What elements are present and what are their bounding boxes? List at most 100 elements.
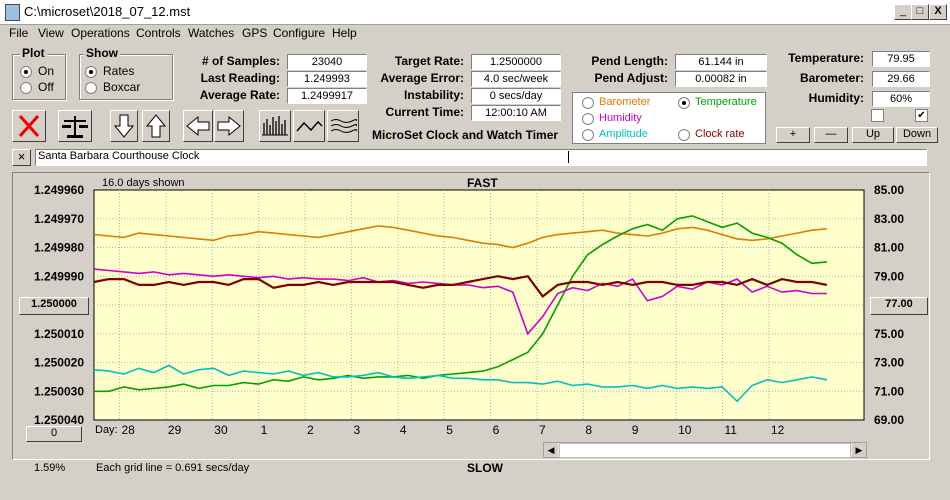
x-tick-label: 30: [214, 423, 228, 437]
series-line-amplitude: [93, 364, 828, 403]
horizontal-scrollbar[interactable]: ◀ ▶: [543, 442, 867, 458]
fast-label: FAST: [467, 176, 498, 190]
series-temperature-radio[interactable]: [678, 97, 690, 109]
x-tick-label: 7: [539, 423, 546, 437]
average-rate-label: Average Rate:: [199, 88, 280, 102]
show-rates-radio[interactable]: [85, 66, 97, 78]
checkbox-right[interactable]: ✔: [915, 109, 928, 122]
y-left-tick-label: 1.249970: [34, 212, 84, 226]
balance-button[interactable]: [58, 110, 92, 142]
plus-button[interactable]: +: [776, 127, 810, 143]
maximize-button[interactable]: □: [911, 4, 929, 20]
x-tick-label: 10: [678, 423, 692, 437]
wave-button[interactable]: [293, 110, 325, 142]
temperature-value: 79.95: [872, 51, 930, 67]
series-line-barometer: [93, 225, 827, 249]
average-error-label: Average Error:: [380, 71, 464, 85]
y-right-tick-label: 81.00: [874, 241, 904, 255]
series-barometer-label[interactable]: Barometer: [599, 96, 651, 108]
menu-gps[interactable]: GPS: [242, 26, 268, 40]
clear-clock-button[interactable]: ×: [12, 149, 31, 166]
menu-watches[interactable]: Watches: [188, 26, 235, 40]
arrow-up-button[interactable]: [142, 110, 170, 142]
average-rate-value: 1.2499917: [287, 88, 367, 104]
series-line-temperature: [94, 215, 827, 393]
x-tick-label: 5: [446, 423, 453, 437]
down-button[interactable]: Down: [896, 127, 938, 143]
humidity-label: Humidity:: [808, 91, 864, 105]
arrow-right-button[interactable]: [214, 110, 244, 142]
average-error-value: 4.0 sec/week: [471, 71, 561, 87]
red-x-icon: [18, 114, 40, 138]
arrow-down-button[interactable]: [110, 110, 138, 142]
pend-adjust-value: 0.00082 in: [675, 71, 767, 87]
series-temperature-label[interactable]: Temperature: [695, 96, 757, 108]
show-boxcar-label[interactable]: Boxcar: [103, 80, 141, 94]
samples-value: 23040: [287, 54, 367, 70]
wave-icon: [296, 120, 323, 132]
plot-on-label[interactable]: On: [38, 64, 55, 78]
series-clockrate-radio[interactable]: [678, 129, 690, 141]
y-right-tick-label: 69.00: [874, 413, 904, 427]
center-rate-button[interactable]: 1.250000: [19, 297, 89, 315]
series-amplitude-label[interactable]: Amplitude: [599, 128, 648, 140]
multi-wave-button[interactable]: [327, 110, 359, 142]
current-time-label: Current Time:: [385, 105, 464, 119]
percent-readout: 1.59%: [34, 462, 66, 474]
menu-help[interactable]: Help: [332, 26, 357, 40]
stop-button[interactable]: [12, 110, 46, 142]
x-tick-label: 9: [632, 423, 639, 437]
scroll-right-arrow[interactable]: ▶: [852, 443, 866, 457]
x-tick-label: 28: [122, 423, 136, 437]
scroll-thumb[interactable]: [559, 443, 851, 458]
series-humidity-radio[interactable]: [582, 113, 594, 125]
x-tick-label: 6: [493, 423, 500, 437]
grid-note: Each grid line = 0.691 secs/day: [96, 462, 250, 474]
y-right-tick-label: 75.00: [874, 327, 904, 341]
series-humidity-label[interactable]: Humidity: [599, 112, 642, 124]
menu-bar: File View Operations Controls Watches GP…: [0, 24, 950, 42]
show-boxcar-radio[interactable]: [85, 82, 97, 94]
up-button[interactable]: Up: [852, 127, 894, 143]
series-amplitude-radio[interactable]: [582, 129, 594, 141]
y-right-tick-label: 79.00: [874, 269, 904, 283]
menu-controls[interactable]: Controls: [136, 26, 181, 40]
last-reading-value: 1.249993: [287, 71, 367, 87]
instability-value: 0 secs/day: [471, 88, 561, 104]
series-clockrate-label[interactable]: Clock rate: [695, 128, 745, 140]
plot-on-radio[interactable]: [20, 66, 32, 78]
spikes-button[interactable]: [259, 110, 291, 142]
pend-length-label: Pend Length:: [591, 54, 668, 68]
series-line-clockrate: [93, 274, 828, 298]
plot-off-radio[interactable]: [20, 82, 32, 94]
y-right-tick-label: 83.00: [874, 212, 904, 226]
clock-name-field[interactable]: Santa Barbara Courthouse Clock: [35, 149, 927, 166]
scroll-left-arrow[interactable]: ◀: [544, 443, 558, 457]
menu-configure[interactable]: Configure: [273, 26, 326, 40]
series-barometer-radio[interactable]: [582, 97, 594, 109]
arrow-left-button[interactable]: [183, 110, 213, 142]
checkbox-left[interactable]: [871, 109, 884, 122]
menu-view[interactable]: View: [38, 26, 64, 40]
plot-off-label[interactable]: Off: [38, 80, 54, 94]
current-time-value: 12:00:10 AM: [471, 105, 561, 121]
y-left-tick-label: 1.249990: [34, 269, 84, 283]
chart-panel: [12, 172, 930, 460]
target-rate-value: 1.2500000: [471, 54, 561, 70]
x-tick-label: 12: [771, 423, 785, 437]
menu-operations[interactable]: Operations: [71, 26, 130, 40]
humidity-value: 60%: [872, 91, 930, 107]
y-left-tick-label: 1.250010: [34, 327, 84, 341]
center-temp-button[interactable]: 77.00: [870, 297, 928, 315]
arrow-up-icon: [145, 114, 167, 138]
title-bar: C:\microset\2018_07_12.mst _ □ X: [0, 0, 950, 25]
series-selector: [572, 92, 766, 144]
menu-file[interactable]: File: [9, 26, 29, 40]
show-rates-label[interactable]: Rates: [103, 64, 135, 78]
plot-group-title: Plot: [20, 46, 47, 60]
close-button[interactable]: X: [929, 4, 947, 20]
y-left-tick-label: 1.250020: [34, 356, 84, 370]
minus-button[interactable]: —: [814, 127, 848, 143]
show-group: [79, 54, 173, 100]
zero-button[interactable]: 0: [26, 426, 82, 442]
